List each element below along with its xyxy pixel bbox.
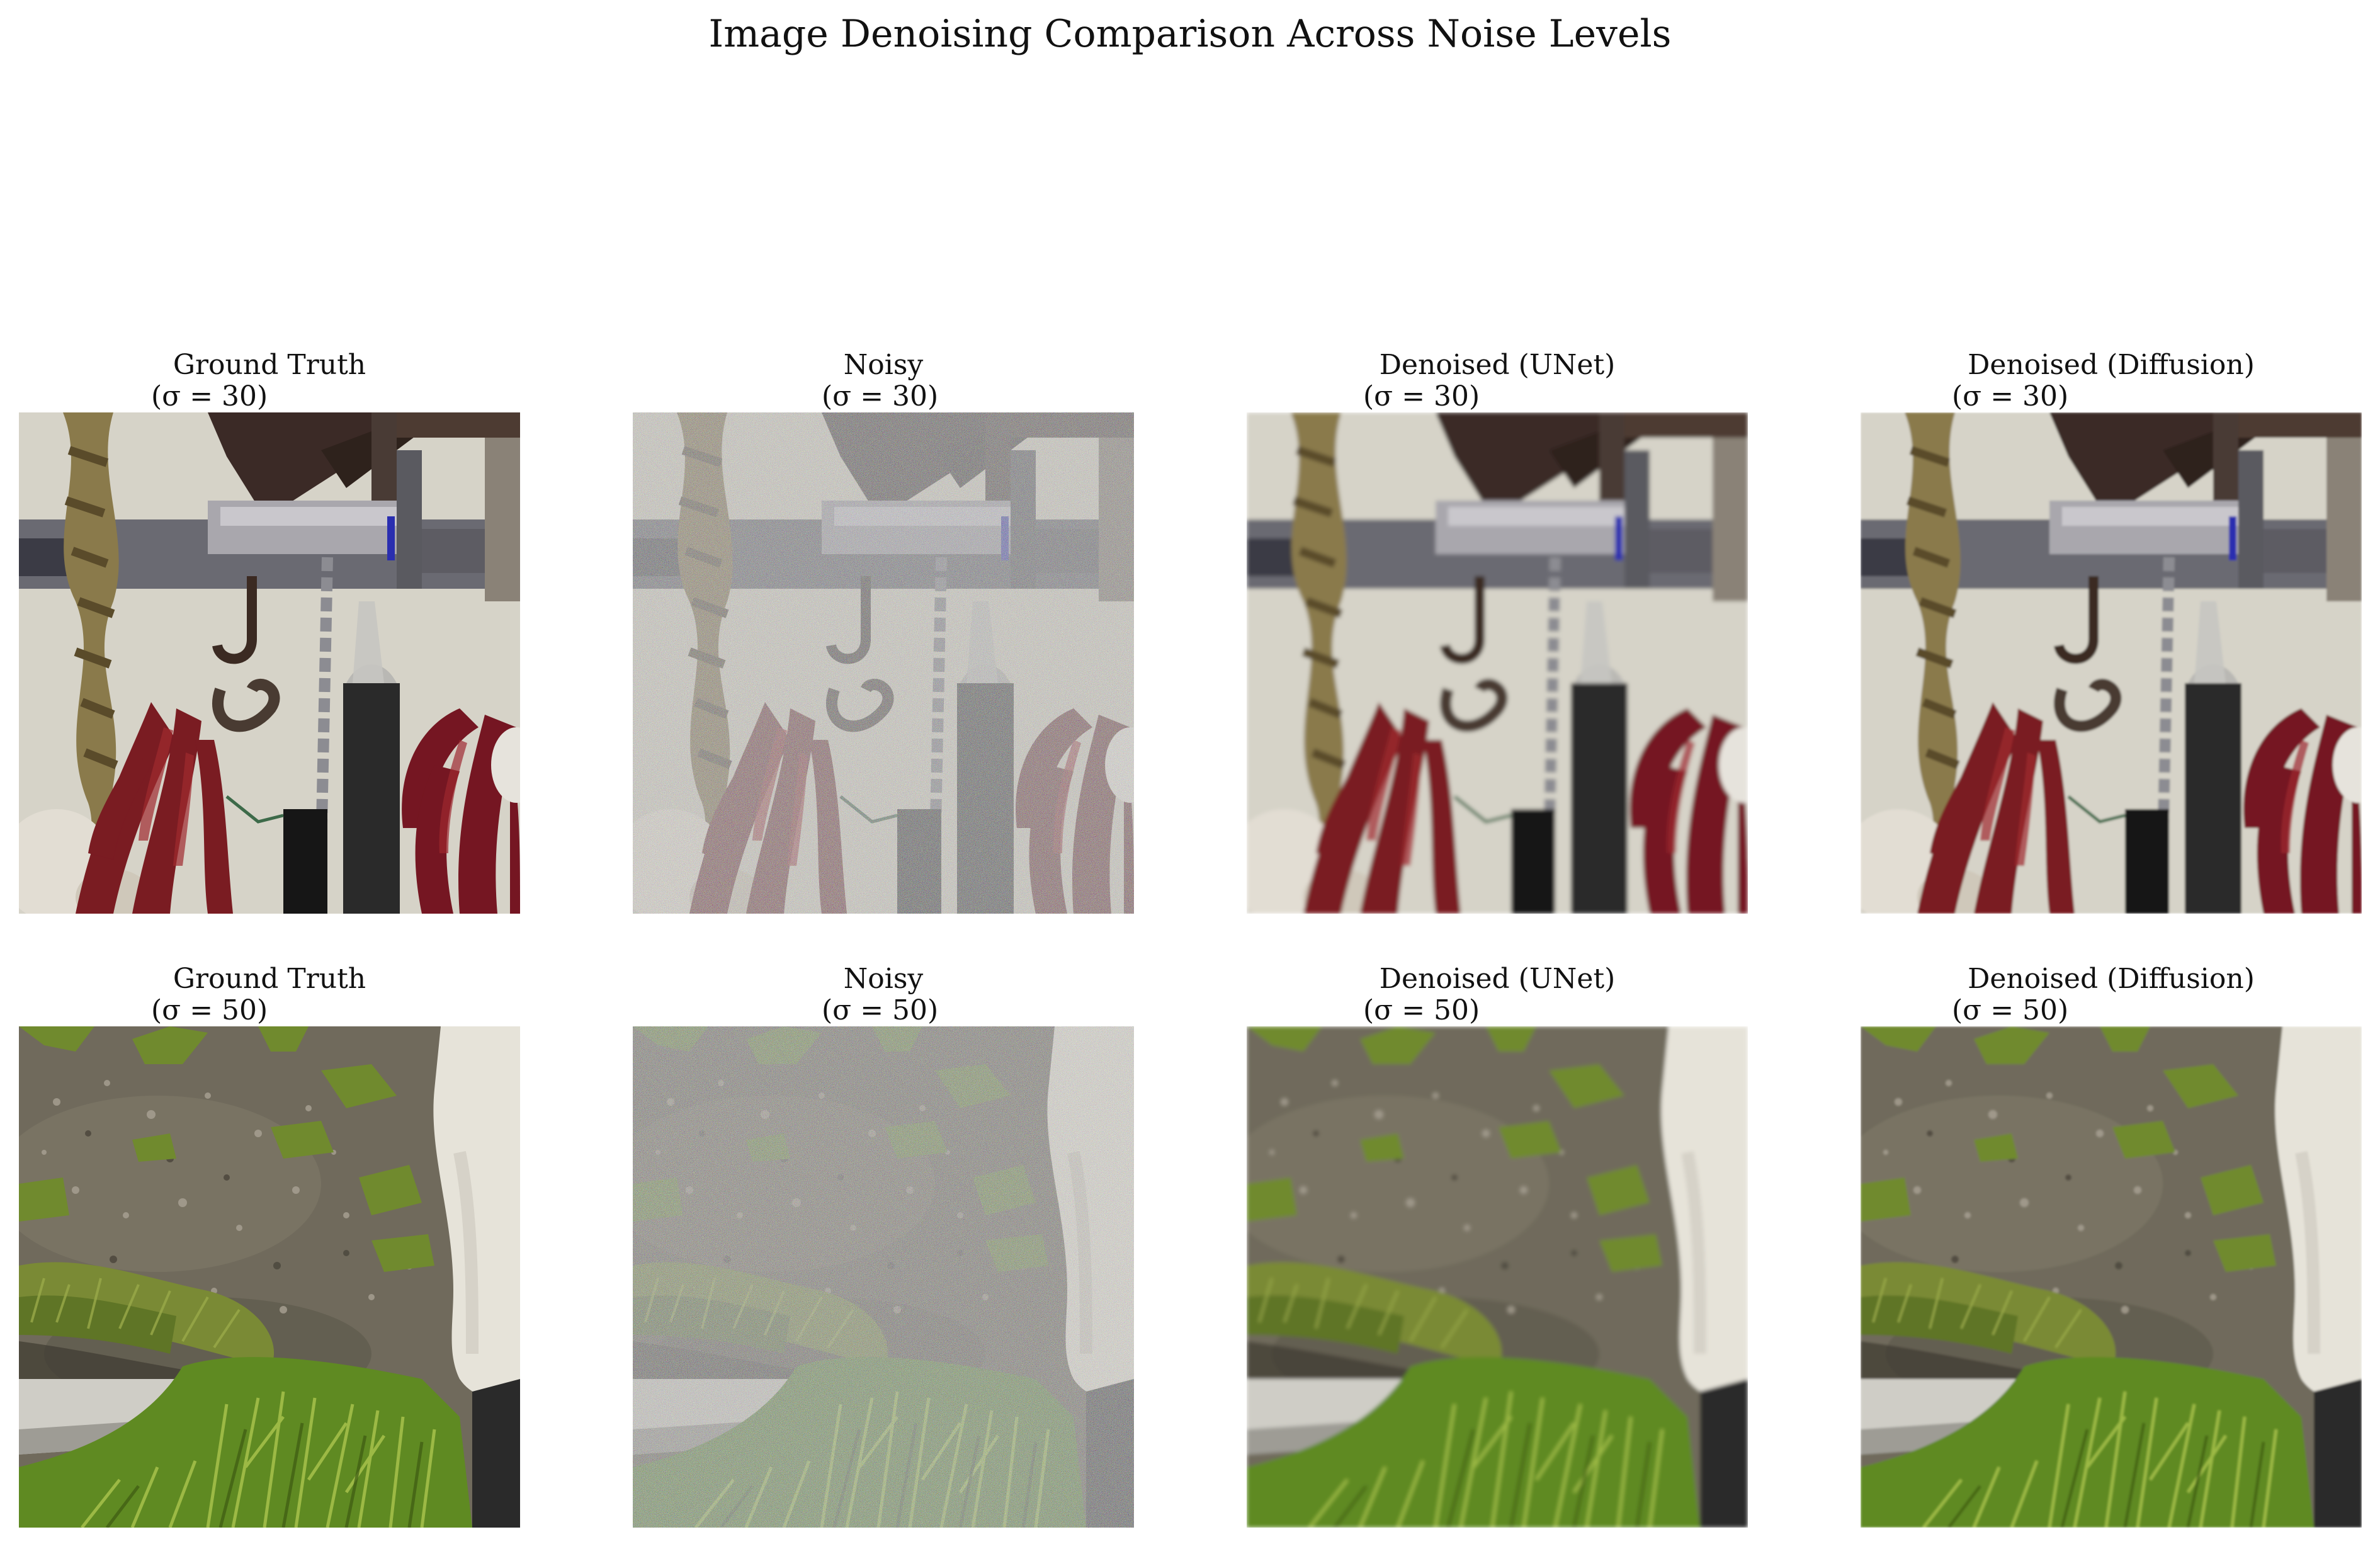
panel-title-sigma: (σ = 50) [151, 994, 268, 1026]
panel-title-sigma: (σ = 30) [1952, 380, 2069, 412]
unet-denoised-image [1247, 1026, 1748, 1528]
panel-title-name: Ground Truth [173, 349, 366, 381]
panel-title: Denoised (UNet) (σ = 30) [1247, 349, 1748, 412]
panel-title-name: Denoised (Diffusion) [1968, 349, 2255, 381]
panel-title-sigma: (σ = 30) [822, 380, 939, 412]
diffusion-denoised-image [1861, 1026, 2362, 1528]
panel-title-name: Denoised (UNet) [1379, 349, 1616, 381]
panel-title-name: Noisy [843, 963, 924, 995]
panel-title: Ground Truth (σ = 30) [19, 349, 520, 412]
panel-title-name: Noisy [843, 349, 924, 381]
panel-title: Noisy (σ = 30) [633, 349, 1134, 412]
unet-denoised-image [1247, 412, 1748, 914]
panel-title-sigma: (σ = 50) [822, 994, 939, 1026]
noisy-image [633, 412, 1134, 914]
diffusion-denoised-image [1861, 412, 2362, 914]
panel-title: Ground Truth (σ = 50) [19, 963, 520, 1026]
panel-title: Noisy (σ = 50) [633, 963, 1134, 1026]
panel-title-sigma: (σ = 50) [1952, 994, 2069, 1026]
panel-title: Denoised (UNet) (σ = 50) [1247, 963, 1748, 1026]
panel-title: Denoised (Diffusion) (σ = 50) [1861, 963, 2362, 1026]
ground-truth-image [19, 1026, 520, 1528]
panel-title-sigma: (σ = 30) [1363, 380, 1480, 412]
noisy-image [633, 1026, 1134, 1528]
ground-truth-image [19, 412, 520, 914]
panel-title-sigma: (σ = 50) [1363, 994, 1480, 1026]
panel-title-sigma: (σ = 30) [151, 380, 268, 412]
panel-title-name: Denoised (UNet) [1379, 963, 1616, 995]
panel-title-name: Ground Truth [173, 963, 366, 995]
panel-title-name: Denoised (Diffusion) [1968, 963, 2255, 995]
figure-title: Image Denoising Comparison Across Noise … [708, 12, 1672, 56]
panel-title: Denoised (Diffusion) (σ = 30) [1861, 349, 2362, 412]
